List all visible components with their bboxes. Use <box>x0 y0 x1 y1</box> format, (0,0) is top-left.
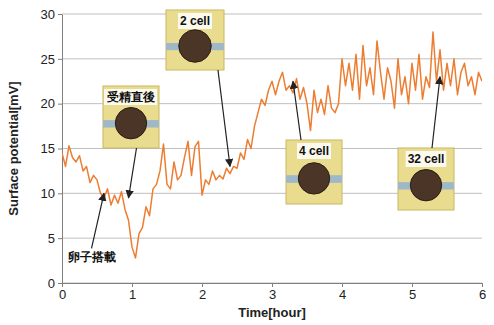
tick-label: 1 <box>129 287 136 302</box>
annotation-label: 4 cell <box>299 144 329 158</box>
tick: 5 <box>409 283 416 302</box>
tick: 15 <box>41 141 62 156</box>
tick-mark <box>58 193 62 194</box>
data-line <box>62 32 482 258</box>
tick: 5 <box>48 231 62 246</box>
annotation: 4 cell <box>286 81 342 204</box>
annotation-arrow <box>218 70 230 166</box>
photo <box>398 148 454 210</box>
grid <box>62 14 482 283</box>
annotation-arrow <box>293 81 301 140</box>
tick-label: 5 <box>48 231 55 246</box>
tick-label: 20 <box>41 96 55 111</box>
tick-mark <box>58 238 62 239</box>
tick-label: 10 <box>41 186 55 201</box>
annotation: 32 cell <box>398 77 454 210</box>
label-patch <box>104 89 157 105</box>
annotation-arrow <box>432 77 440 148</box>
tick: 6 <box>479 283 486 302</box>
tick-label: 3 <box>269 287 276 302</box>
tick-label: 25 <box>41 51 55 66</box>
annotation-arrow <box>92 193 105 248</box>
tick-label: 30 <box>41 7 55 22</box>
tick-label: 0 <box>59 287 66 302</box>
y-axis: 0 5 10 15 20 25 30 <box>41 7 63 291</box>
label-patch <box>178 13 212 29</box>
annotation-label: 卵子搭載 <box>67 250 116 264</box>
photo <box>166 10 224 70</box>
annotation: 受精直後 <box>103 86 159 198</box>
tick-label: 4 <box>339 287 346 302</box>
tick: 25 <box>41 51 62 66</box>
annotations: 卵子搭載 受精直後 2 cell 4 cell 32 cell <box>67 10 454 264</box>
photo-cell <box>410 170 441 201</box>
tick: 4 <box>339 283 346 302</box>
grid-line <box>62 238 482 239</box>
annotation: 卵子搭載 <box>67 193 116 264</box>
tick-mark <box>58 14 62 15</box>
annotation-label: 32 cell <box>408 152 445 166</box>
label-patch <box>406 151 447 167</box>
tick-label: 2 <box>199 287 206 302</box>
tick: 3 <box>269 283 276 302</box>
tick-label: 0 <box>48 276 55 291</box>
chart: 0 1 2 3 4 5 6 0 5 10 15 20 25 30 Time[hour] Surface pot… <box>0 0 494 325</box>
tick: 0 <box>48 276 62 291</box>
tick: 30 <box>41 7 62 22</box>
annotation-arrow <box>129 148 137 198</box>
plot-area <box>62 32 482 258</box>
tick-mark <box>58 149 62 150</box>
annotation-label: 受精直後 <box>106 90 155 104</box>
annotation: 2 cell <box>166 10 230 166</box>
photo-cell <box>179 30 211 62</box>
photo-cell <box>115 108 146 139</box>
tick-mark <box>58 104 62 105</box>
photo <box>286 140 342 204</box>
tick-mark <box>58 59 62 60</box>
y-axis-title: Surface potential[mV] <box>6 81 21 215</box>
tick: 20 <box>41 96 62 111</box>
tick: 0 <box>59 283 66 302</box>
label-patch <box>297 143 331 159</box>
tick: 1 <box>129 283 136 302</box>
tick: 2 <box>199 283 206 302</box>
annotation-label: 2 cell <box>180 14 210 28</box>
tick-label: 6 <box>479 287 486 302</box>
tick-label: 15 <box>41 141 55 156</box>
tick: 10 <box>41 186 62 201</box>
x-axis: 0 1 2 3 4 5 6 <box>59 283 486 302</box>
axis-line <box>62 15 63 284</box>
x-axis-title: Time[hour] <box>238 305 306 320</box>
grid-line <box>62 14 482 15</box>
tick-label: 5 <box>409 287 416 302</box>
tick-mark <box>58 283 62 284</box>
photo-cell <box>298 163 329 194</box>
photo <box>103 86 159 148</box>
